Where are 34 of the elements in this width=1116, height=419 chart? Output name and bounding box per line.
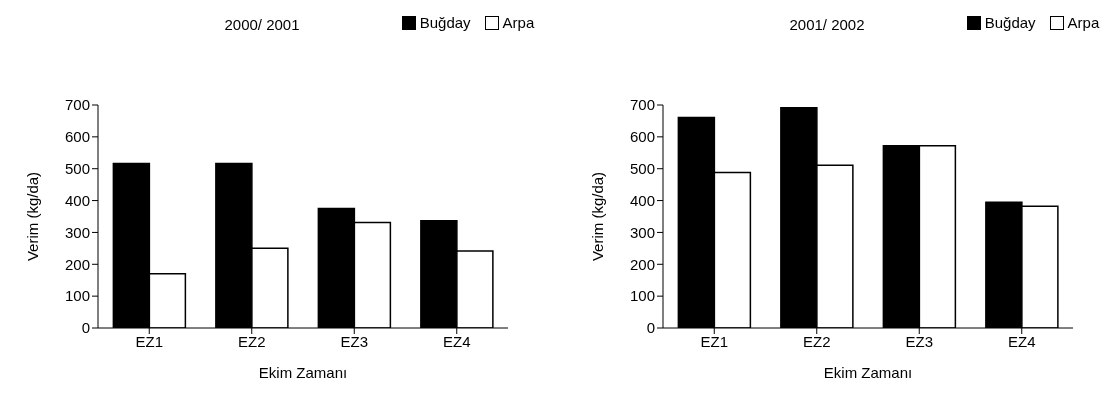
y-tick-label: 500: [629, 160, 655, 178]
x-tick-label: EZ1: [135, 332, 164, 350]
x-tick-label: EZ3: [905, 332, 934, 350]
y-tick-label: 400: [629, 191, 655, 209]
legend-label: Buğday: [984, 14, 1036, 31]
y-tick-label: 600: [629, 128, 655, 146]
y-tick-label: 200: [64, 255, 90, 273]
y-tick-label: 100: [64, 287, 90, 305]
x-tick-label: EZ4: [1007, 332, 1036, 350]
x-tick-label: EZ1: [700, 332, 729, 350]
y-axis-title: Verim (kg/da): [589, 171, 607, 262]
x-tick-label: EZ3: [340, 332, 369, 350]
legend-label: Arpa: [502, 14, 535, 31]
x-tick-label: EZ2: [802, 332, 831, 350]
x-tick-label: EZ2: [237, 332, 266, 350]
x-axis-title: Ekim Zamanı: [823, 364, 913, 381]
y-axis-title: Verim (kg/da): [24, 171, 42, 262]
y-tick-label: 600: [64, 128, 90, 146]
legend-label: Arpa: [1067, 14, 1100, 31]
x-axis-title: Ekim Zamanı: [258, 364, 348, 381]
legend-label: Buğday: [419, 14, 471, 31]
y-tick-label: 0: [81, 319, 90, 337]
y-tick-label: 400: [64, 191, 90, 209]
y-tick-label: 0: [646, 319, 655, 337]
y-tick-label: 300: [629, 223, 655, 241]
chart-title: 2000/ 2001: [224, 16, 300, 33]
x-tick-label: EZ4: [442, 332, 471, 350]
y-tick-label: 300: [64, 223, 90, 241]
y-tick-label: 200: [629, 255, 655, 273]
y-tick-label: 100: [629, 287, 655, 305]
y-tick-label: 700: [629, 96, 655, 114]
chart-title: 2001/ 2002: [789, 16, 865, 33]
y-tick-label: 700: [64, 96, 90, 114]
y-tick-label: 500: [64, 160, 90, 178]
